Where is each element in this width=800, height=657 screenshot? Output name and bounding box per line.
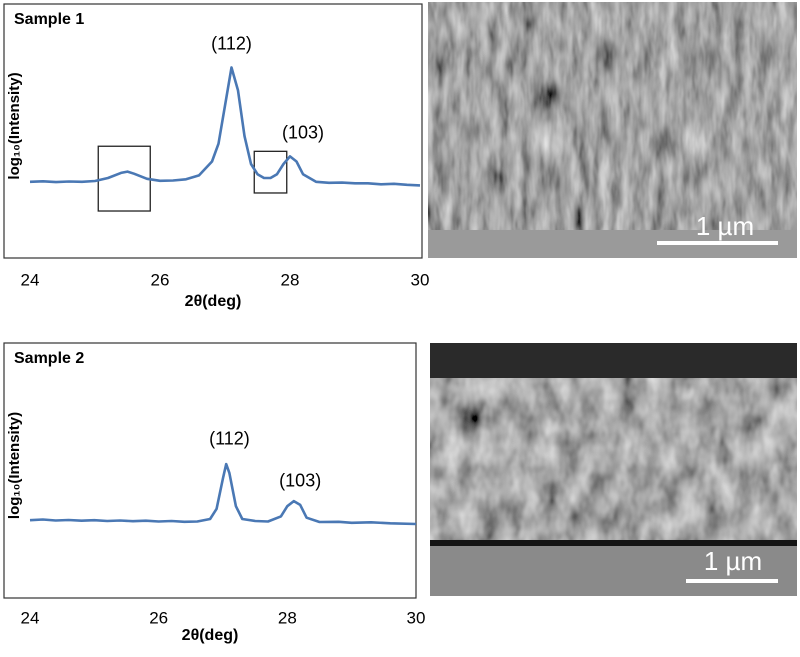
sem-interface — [430, 540, 797, 546]
x-tick-label: 30 — [411, 270, 430, 289]
y-axis-label: log₁₀(Intensity) — [6, 412, 23, 519]
x-tick-label: 28 — [281, 270, 300, 289]
x-axis-label: 2θ(deg) — [182, 627, 239, 644]
sem-texture — [430, 378, 797, 540]
scale-bar-label: 1 µm — [696, 211, 754, 241]
data-line — [29, 462, 417, 526]
sem-texture — [428, 2, 797, 230]
sem-substrate — [430, 546, 797, 596]
sem-image: 1 µm — [430, 343, 797, 596]
x-tick-label: 28 — [278, 608, 297, 627]
sem-image: 1 µm — [428, 2, 797, 258]
chart-title: Sample 2 — [14, 350, 84, 367]
peak-label: (103) — [282, 122, 324, 142]
peak-label: (103) — [279, 471, 321, 491]
peak-label: (112) — [211, 33, 252, 53]
x-axis-label: 2θ(deg) — [185, 293, 242, 310]
chart-title: Sample 1 — [14, 11, 84, 28]
peak-label: (112) — [209, 429, 250, 449]
plot-frame — [3, 3, 423, 259]
plot-frame — [3, 342, 417, 599]
x-tick-label: 26 — [151, 270, 170, 289]
y-axis-label: log₁₀(Intensity) — [6, 72, 23, 179]
scale-bar-label: 1 µm — [704, 546, 762, 576]
data-line — [29, 66, 421, 187]
x-tick-label: 30 — [407, 608, 426, 627]
x-tick-label: 24 — [21, 608, 40, 627]
x-tick-label: 24 — [21, 270, 40, 289]
x-tick-label: 26 — [149, 608, 168, 627]
highlight-box — [253, 150, 288, 194]
